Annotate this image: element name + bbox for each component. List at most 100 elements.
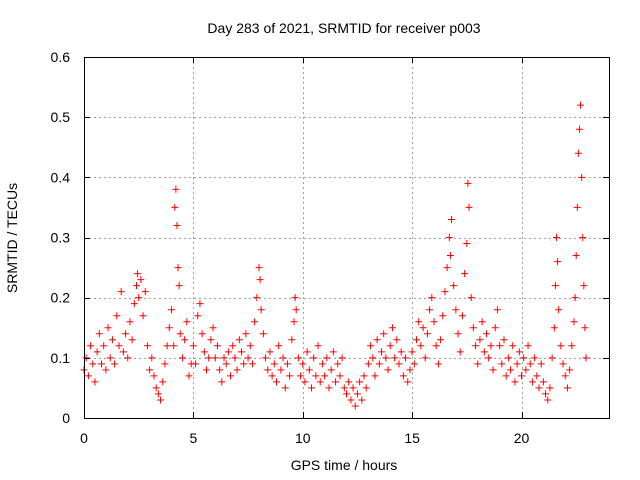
data-point (384, 366, 392, 374)
data-point (439, 312, 447, 320)
data-point (434, 360, 442, 368)
data-point (509, 342, 517, 350)
data-point (360, 372, 368, 380)
data-point (100, 342, 108, 350)
data-point (218, 378, 226, 386)
data-point (520, 354, 528, 362)
data-point (305, 366, 313, 374)
data-point (445, 234, 453, 241)
data-point (270, 360, 278, 368)
data-point (446, 252, 454, 260)
data-point (441, 288, 449, 296)
data-point (87, 342, 95, 350)
data-point (546, 384, 554, 392)
data-point (257, 306, 265, 314)
data-point (351, 402, 359, 410)
data-point (266, 348, 274, 356)
data-point (108, 336, 116, 344)
data-point (292, 306, 300, 314)
data-point (537, 360, 545, 368)
data-point (551, 282, 559, 290)
data-point (336, 372, 344, 380)
data-point (143, 342, 151, 350)
data-point (130, 300, 138, 308)
data-point (410, 360, 418, 368)
data-point (380, 330, 388, 338)
y-tick-label: 0.1 (51, 350, 71, 366)
data-point (474, 360, 482, 368)
data-point (511, 378, 519, 386)
data-point (246, 342, 254, 350)
data-point (224, 348, 232, 356)
data-point (450, 282, 458, 290)
data-point (406, 366, 414, 374)
data-point (128, 336, 136, 344)
data-point (535, 384, 543, 392)
data-point (297, 372, 305, 380)
data-point (423, 330, 431, 338)
data-point (554, 258, 562, 266)
data-point (345, 378, 353, 386)
data-point (437, 336, 445, 344)
data-point (452, 306, 460, 314)
data-point (161, 360, 169, 368)
data-point (135, 294, 143, 302)
data-point (386, 342, 394, 350)
data-point (397, 348, 405, 356)
data-point (539, 378, 547, 386)
y-tick-label: 0.2 (51, 290, 71, 306)
data-point (240, 360, 248, 368)
data-point (171, 203, 179, 211)
data-point (340, 384, 348, 392)
chart-title: Day 283 of 2021, SRMTID for receiver p00… (207, 20, 480, 36)
data-point (113, 312, 121, 320)
data-point (574, 149, 582, 157)
data-point (402, 354, 410, 362)
data-point (189, 342, 197, 350)
data-point (347, 396, 355, 404)
data-point (487, 342, 495, 350)
data-point (489, 366, 497, 374)
data-point (572, 252, 580, 260)
data-point (500, 336, 508, 344)
data-point (522, 366, 530, 374)
data-point (524, 342, 532, 350)
data-point (139, 312, 147, 320)
data-point (281, 384, 289, 392)
data-point (515, 348, 523, 356)
data-point (580, 282, 588, 290)
data-point (222, 360, 230, 368)
data-point (119, 348, 127, 356)
data-point (111, 360, 119, 368)
data-point (104, 324, 112, 332)
data-point (220, 354, 228, 362)
y-tick-label: 0.6 (51, 49, 71, 65)
data-point (89, 360, 97, 368)
data-point (526, 360, 534, 368)
data-point (531, 354, 539, 362)
data-point (332, 378, 340, 386)
data-point (288, 336, 296, 344)
data-point (456, 348, 464, 356)
data-point (382, 354, 390, 362)
data-point (578, 173, 586, 181)
data-point (513, 360, 521, 368)
data-point (557, 342, 565, 350)
data-point (399, 372, 407, 380)
data-point (291, 294, 299, 302)
data-point (570, 318, 578, 326)
data-point (207, 336, 215, 344)
data-point (148, 354, 156, 362)
data-point (283, 360, 291, 368)
data-point (507, 366, 515, 374)
data-point (82, 354, 90, 362)
data-point (196, 300, 204, 308)
data-point (575, 125, 583, 133)
data-point (102, 366, 110, 374)
data-point (231, 354, 239, 362)
data-point (170, 342, 178, 350)
data-point (124, 354, 132, 362)
data-point (316, 378, 324, 386)
data-point (146, 366, 154, 374)
x-tick-label: 5 (189, 430, 197, 446)
